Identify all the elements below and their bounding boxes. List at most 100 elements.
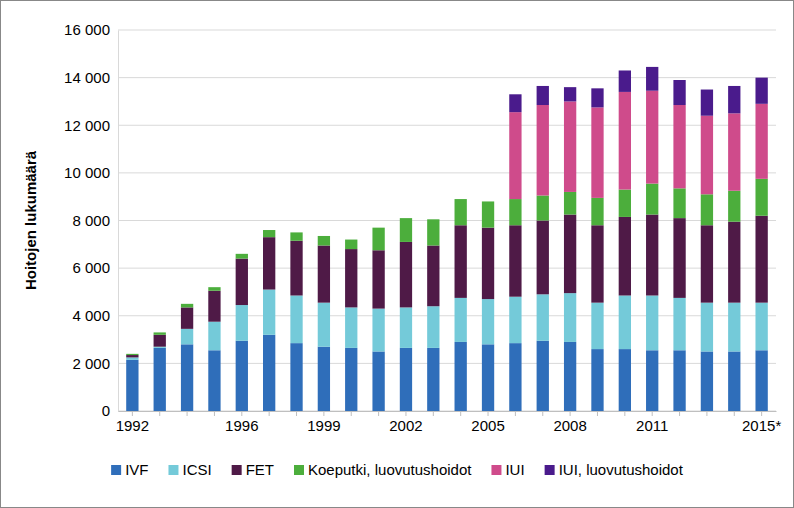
y-tick-label: 16 000 — [64, 21, 110, 38]
legend-item: IUI — [491, 461, 524, 478]
bar — [755, 216, 767, 303]
x-tick-mark — [488, 411, 489, 416]
x-tick — [706, 411, 707, 416]
x-tick-mark — [570, 411, 571, 416]
bar — [263, 290, 275, 335]
bar — [455, 199, 467, 225]
bar — [646, 91, 658, 184]
legend-item: ICSI — [168, 461, 211, 478]
bar — [673, 218, 685, 298]
grid-line — [118, 77, 776, 78]
x-tick: 2005 — [471, 411, 504, 434]
bar — [236, 341, 248, 411]
bar — [345, 348, 357, 411]
y-tick-label: 0 — [102, 402, 110, 419]
x-tick-label: 1992 — [116, 417, 149, 434]
x-tick-mark — [433, 411, 434, 416]
x-tick — [378, 411, 379, 416]
legend-swatch — [545, 465, 555, 475]
y-tick-label: 2 000 — [72, 355, 110, 372]
bar — [673, 105, 685, 188]
bar — [290, 296, 302, 344]
x-tick-label: 2008 — [553, 417, 586, 434]
x-tick-mark — [542, 411, 543, 416]
bar — [345, 240, 357, 250]
bar — [728, 303, 740, 352]
bar — [400, 218, 412, 242]
legend-label: IUI — [505, 461, 524, 478]
x-tick — [624, 411, 625, 416]
x-tick: 2008 — [553, 411, 586, 434]
legend-label: Koeputki, luovutushoidot — [308, 461, 472, 478]
chart-frame — [1, 1, 794, 508]
bar — [181, 304, 193, 308]
x-tick-mark — [405, 411, 406, 416]
x-tick — [269, 411, 270, 416]
x-tick-mark — [597, 411, 598, 416]
bar — [455, 298, 467, 342]
bar — [701, 116, 713, 195]
series — [126, 179, 768, 355]
y-tick-label: 8 000 — [72, 212, 110, 229]
bar — [400, 242, 412, 307]
bar — [509, 94, 521, 112]
legend-item: FET — [232, 461, 274, 478]
bar — [208, 350, 220, 411]
y-tick-label: 6 000 — [72, 259, 110, 276]
bar — [290, 343, 302, 411]
bar — [728, 351, 740, 411]
bar — [591, 107, 603, 197]
bar — [619, 296, 631, 350]
x-tick — [187, 411, 188, 416]
bar — [537, 294, 549, 340]
x-tick-mark — [515, 411, 516, 416]
x-tick-mark — [269, 411, 270, 416]
bar — [701, 90, 713, 116]
bar — [646, 215, 658, 296]
bar — [755, 350, 767, 411]
bar — [564, 192, 576, 215]
bar — [372, 250, 384, 308]
y-tick: 14 000 — [64, 69, 118, 86]
bar — [455, 342, 467, 411]
bar — [482, 201, 494, 227]
bar — [728, 86, 740, 113]
bar — [537, 195, 549, 220]
x-tick-mark — [132, 411, 133, 416]
x-tick-mark — [323, 411, 324, 416]
bar — [728, 113, 740, 190]
y-tick-label: 12 000 — [64, 117, 110, 134]
x-tick — [597, 411, 598, 416]
bar — [728, 191, 740, 222]
y-tick-label: 4 000 — [72, 307, 110, 324]
bar — [537, 341, 549, 411]
x-tick-label: 2005 — [471, 417, 504, 434]
bar — [646, 296, 658, 351]
x-tick — [214, 411, 215, 416]
series — [126, 215, 768, 358]
bar — [482, 344, 494, 411]
x-tick-mark — [351, 411, 352, 416]
bar — [372, 309, 384, 352]
x-tick-mark — [296, 411, 297, 416]
y-axis: 02 0004 0006 0008 00010 00012 00014 0001… — [64, 21, 118, 419]
bar — [482, 299, 494, 344]
y-tick-label: 14 000 — [64, 69, 110, 86]
bar — [537, 105, 549, 195]
x-tick-label: 1999 — [307, 417, 340, 434]
legend-swatch — [232, 465, 242, 475]
bar — [755, 303, 767, 351]
bar — [208, 287, 220, 291]
bar — [318, 347, 330, 411]
bar — [400, 307, 412, 347]
x-tick-mark — [624, 411, 625, 416]
x-tick-mark — [159, 411, 160, 416]
bar — [400, 348, 412, 411]
y-tick: 8 000 — [72, 212, 118, 229]
bar — [126, 357, 138, 359]
bar — [728, 222, 740, 303]
legend-swatch — [294, 465, 304, 475]
legend-swatch — [111, 465, 121, 475]
x-tick: 1992 — [116, 411, 149, 434]
bar — [318, 236, 330, 246]
